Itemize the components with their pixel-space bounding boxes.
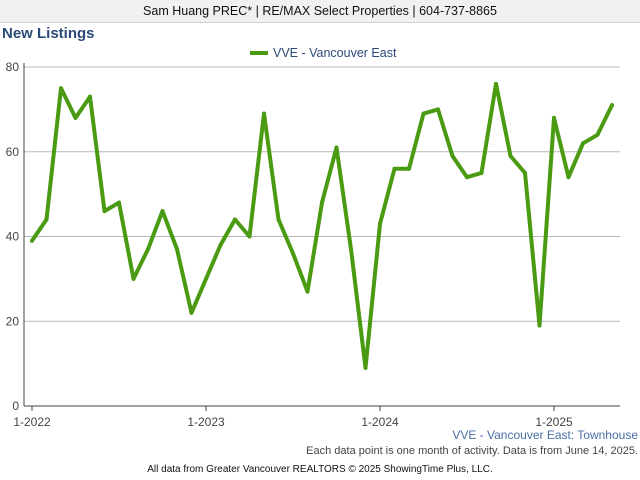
legend: VVE - Vancouver East — [250, 46, 397, 60]
data-point — [102, 209, 107, 214]
y-tick-label: 60 — [6, 145, 20, 159]
x-axis: 1-2022 1-2023 1-2024 1-2025 — [13, 63, 620, 429]
data-point — [247, 234, 252, 239]
gridlines — [24, 66, 620, 322]
data-point — [189, 310, 194, 315]
data-point — [262, 111, 266, 116]
x-tick-label: 1-2024 — [361, 415, 399, 429]
data-point — [363, 365, 368, 370]
data-point — [320, 200, 324, 205]
y-tick-label: 40 — [6, 230, 20, 244]
x-tick-label: 1-2022 — [13, 415, 51, 429]
data-point — [160, 209, 165, 214]
data-point — [450, 153, 455, 158]
header-text: Sam Huang PREC* | RE/MAX Select Properti… — [143, 4, 497, 18]
chart-title: New Listings — [2, 25, 95, 42]
data-point — [30, 238, 34, 243]
data-point — [44, 217, 49, 222]
data-point — [392, 166, 397, 171]
data-point — [59, 86, 63, 91]
data-point — [334, 145, 339, 150]
data-point — [233, 217, 237, 222]
data-point — [494, 81, 498, 86]
data-point — [479, 170, 484, 175]
data-point — [407, 166, 411, 171]
data-point — [595, 132, 600, 137]
x-tick-label: 1-2025 — [535, 415, 573, 429]
data-point — [581, 141, 585, 146]
x-tick-label: 1-2023 — [187, 415, 225, 429]
data-point — [276, 217, 281, 222]
header-bar: Sam Huang PREC* | RE/MAX Select Properti… — [0, 0, 640, 23]
data-point — [537, 323, 542, 328]
data-point — [175, 247, 179, 252]
data-note: Each data point is one month of activity… — [306, 445, 638, 457]
data-point — [146, 247, 150, 252]
data-point — [465, 175, 469, 180]
data-point — [566, 175, 571, 180]
legend-label: VVE - Vancouver East — [273, 46, 397, 60]
source-credit: All data from Greater Vancouver REALTORS… — [147, 464, 493, 475]
y-tick-label: 0 — [12, 399, 19, 413]
y-tick-label: 80 — [6, 60, 20, 74]
series-caption: VVE - Vancouver East: Townhouse — [452, 428, 638, 442]
data-point — [421, 111, 426, 116]
data-point — [610, 103, 614, 108]
series-line — [30, 81, 614, 370]
series-layer — [30, 81, 614, 370]
data-point — [349, 247, 353, 252]
data-point — [378, 221, 382, 226]
data-point — [117, 200, 121, 205]
data-point — [436, 107, 440, 112]
data-point — [218, 242, 223, 247]
data-point — [291, 251, 295, 256]
data-point — [88, 94, 92, 99]
y-tick-label: 20 — [6, 314, 20, 328]
y-axis-ticks: 0 20 40 60 80 — [6, 60, 20, 413]
data-point — [552, 115, 556, 120]
data-point — [73, 115, 78, 120]
data-point — [508, 153, 513, 158]
data-point — [204, 276, 208, 281]
data-point — [131, 276, 136, 281]
data-point — [305, 289, 310, 294]
data-point — [523, 170, 527, 175]
